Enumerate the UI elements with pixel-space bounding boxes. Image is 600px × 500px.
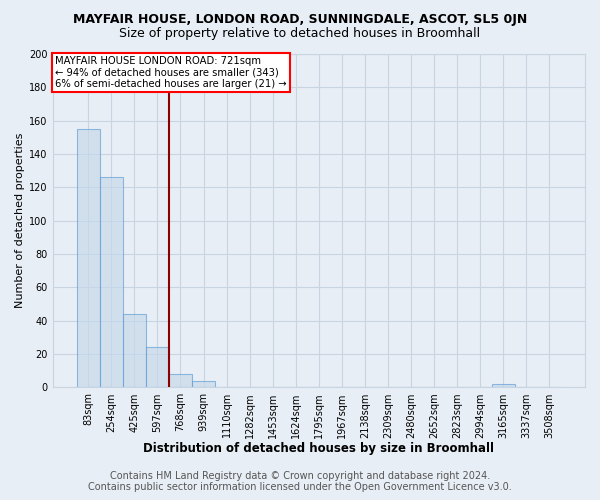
Text: MAYFAIR HOUSE LONDON ROAD: 721sqm
← 94% of detached houses are smaller (343)
6% : MAYFAIR HOUSE LONDON ROAD: 721sqm ← 94% …	[55, 56, 287, 89]
Bar	[146, 348, 169, 388]
Text: MAYFAIR HOUSE, LONDON ROAD, SUNNINGDALE, ASCOT, SL5 0JN: MAYFAIR HOUSE, LONDON ROAD, SUNNINGDALE,…	[73, 12, 527, 26]
Bar	[169, 374, 192, 388]
Y-axis label: Number of detached properties: Number of detached properties	[15, 133, 25, 308]
Bar	[100, 178, 123, 388]
Bar	[491, 384, 515, 388]
Text: Size of property relative to detached houses in Broomhall: Size of property relative to detached ho…	[119, 28, 481, 40]
Bar	[77, 129, 100, 388]
Bar	[192, 380, 215, 388]
X-axis label: Distribution of detached houses by size in Broomhall: Distribution of detached houses by size …	[143, 442, 494, 455]
Text: Contains HM Land Registry data © Crown copyright and database right 2024.
Contai: Contains HM Land Registry data © Crown c…	[88, 471, 512, 492]
Bar	[123, 314, 146, 388]
